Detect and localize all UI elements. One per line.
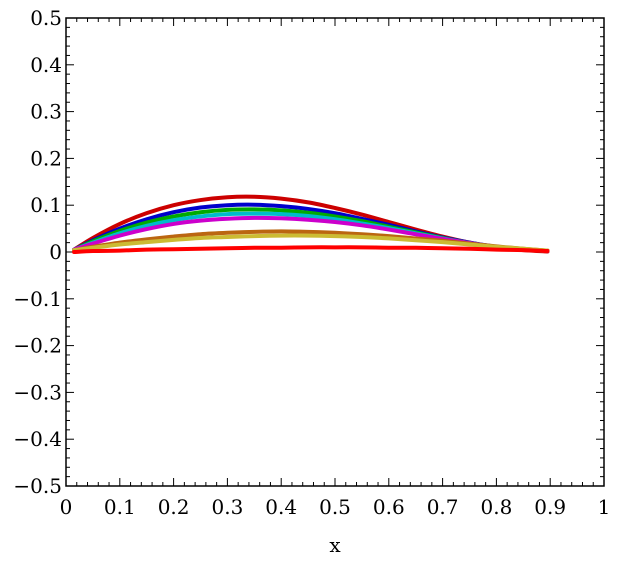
x-tick-label: 0.7	[427, 495, 459, 519]
y-tick-label: 0.1	[30, 193, 62, 217]
y-tick-label: 0.5	[30, 6, 62, 30]
y-tick-label: 0.4	[30, 53, 62, 77]
x-tick-label: 0	[60, 495, 73, 519]
y-tick-label: −0.5	[13, 474, 62, 498]
x-tick-label: 0.6	[373, 495, 405, 519]
x-tick-label: 1	[598, 495, 611, 519]
y-tick-label: −0.4	[13, 427, 62, 451]
series-layer	[72, 194, 550, 254]
x-axis-label: x	[329, 533, 341, 557]
x-tick-label: 0.3	[211, 495, 243, 519]
ticks-layer	[65, 17, 605, 487]
y-tick-label: 0.2	[30, 146, 62, 170]
x-tick-label: 0.9	[534, 495, 566, 519]
y-tick-label: −0.1	[13, 287, 62, 311]
y-tick-label: −0.2	[13, 334, 62, 358]
labels-layer: 0 0.1 0.2 0.3 0.4 0.5 0.6 0.7 0.8 0.9 1 −0.5 −0.4 −0.…	[13, 6, 610, 519]
series-line-7	[72, 233, 550, 253]
x-tick-label: 0.2	[158, 495, 190, 519]
y-tick-label: −0.3	[13, 380, 62, 404]
x-tick-label: 0.5	[319, 495, 351, 519]
series-line-8	[72, 245, 550, 254]
x-tick-label: 0.8	[480, 495, 512, 519]
y-tick-label: 0	[49, 240, 62, 264]
y-tick-label: 0.3	[30, 100, 62, 124]
x-tick-label: 0.1	[104, 495, 136, 519]
x-tick-label: 0.4	[265, 495, 297, 519]
